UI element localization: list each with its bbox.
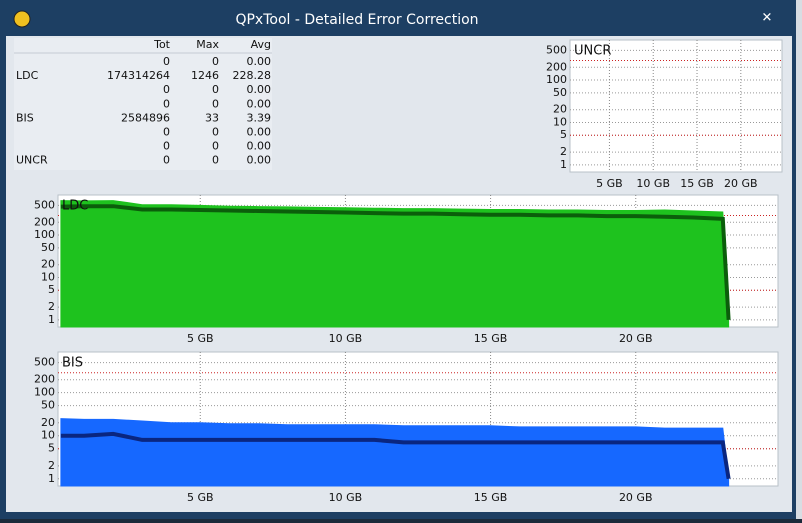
y-tick-label: 2 bbox=[48, 300, 55, 313]
table-bg bbox=[14, 38, 272, 170]
y-tick-label: 100 bbox=[34, 386, 55, 399]
row-label: UNCR bbox=[16, 154, 48, 167]
cell: 174314264 bbox=[107, 69, 170, 82]
y-tick-label: 50 bbox=[41, 241, 55, 254]
series-line bbox=[60, 431, 731, 480]
cell: 33 bbox=[205, 111, 219, 124]
y-tick-label: 1 bbox=[48, 313, 55, 326]
window-title: QPxTool - Detailed Error Correction bbox=[235, 12, 478, 28]
cell: 228.28 bbox=[233, 69, 272, 82]
x-tick-label: 20 GB bbox=[724, 177, 758, 190]
cell: 0 bbox=[212, 55, 219, 68]
y-tick-label: 20 bbox=[553, 103, 567, 116]
column-header: Avg bbox=[251, 38, 271, 51]
x-tick-label: 15 GB bbox=[474, 332, 508, 345]
y-tick-label: 10 bbox=[41, 429, 55, 442]
y-tick-label: 1 bbox=[48, 472, 55, 485]
cell: 0 bbox=[163, 83, 170, 96]
y-tick-label: 5 bbox=[48, 442, 55, 455]
y-tick-label: 100 bbox=[34, 228, 55, 241]
cell: 0 bbox=[212, 97, 219, 110]
y-tick-label: 1 bbox=[560, 158, 567, 171]
y-tick-label: 200 bbox=[546, 60, 567, 73]
cell: 0 bbox=[163, 126, 170, 139]
close-icon[interactable]: ✕ bbox=[762, 11, 773, 26]
cell: 0 bbox=[163, 154, 170, 167]
y-tick-label: 20 bbox=[41, 416, 55, 429]
chart-title: UNCR bbox=[574, 44, 611, 59]
x-tick-label: 10 GB bbox=[329, 491, 363, 504]
x-tick-label: 15 GB bbox=[680, 177, 714, 190]
y-tick-label: 500 bbox=[34, 198, 55, 211]
cell: 3.39 bbox=[247, 111, 272, 124]
y-tick-label: 500 bbox=[546, 43, 567, 56]
y-tick-label: 200 bbox=[34, 373, 55, 386]
app-icon bbox=[13, 10, 31, 28]
column-header: Max bbox=[196, 38, 219, 51]
cell: 0.00 bbox=[247, 55, 272, 68]
y-tick-label: 5 bbox=[48, 283, 55, 296]
x-tick-label: 15 GB bbox=[474, 491, 508, 504]
y-tick-label: 50 bbox=[41, 399, 55, 412]
chart-title: LDC bbox=[62, 199, 88, 214]
y-tick-label: 500 bbox=[34, 356, 55, 369]
cell: 0 bbox=[212, 83, 219, 96]
y-tick-label: 100 bbox=[546, 73, 567, 86]
series-area bbox=[60, 418, 730, 487]
x-tick-label: 20 GB bbox=[619, 491, 653, 504]
x-tick-label: 5 GB bbox=[596, 177, 623, 190]
y-tick-label: 5 bbox=[560, 128, 567, 141]
cell: 0.00 bbox=[247, 140, 272, 153]
cell: 2584896 bbox=[121, 111, 170, 124]
cell: 0 bbox=[163, 97, 170, 110]
y-tick-label: 2 bbox=[560, 145, 567, 158]
cell: 0.00 bbox=[247, 154, 272, 167]
y-tick-label: 10 bbox=[41, 270, 55, 283]
y-tick-label: 20 bbox=[41, 258, 55, 271]
x-tick-label: 20 GB bbox=[619, 332, 653, 345]
y-tick-label: 200 bbox=[34, 215, 55, 228]
cell: 0 bbox=[163, 55, 170, 68]
x-tick-label: 5 GB bbox=[187, 491, 214, 504]
cell: 0 bbox=[212, 126, 219, 139]
cell: 0.00 bbox=[247, 83, 272, 96]
close-button[interactable] bbox=[744, 6, 790, 28]
y-tick-label: 2 bbox=[48, 459, 55, 472]
cell: 0 bbox=[212, 140, 219, 153]
column-header: Tot bbox=[153, 38, 171, 51]
x-tick-label: 10 GB bbox=[636, 177, 670, 190]
cell: 0.00 bbox=[247, 97, 272, 110]
cell: 0 bbox=[163, 140, 170, 153]
series-area bbox=[60, 200, 730, 328]
row-label: BIS bbox=[16, 111, 34, 124]
x-tick-label: 5 GB bbox=[187, 332, 214, 345]
row-label: LDC bbox=[16, 69, 39, 82]
plot-area bbox=[569, 39, 783, 173]
y-tick-label: 50 bbox=[553, 86, 567, 99]
cell: 1246 bbox=[191, 69, 219, 82]
cell: 0 bbox=[212, 154, 219, 167]
x-tick-label: 10 GB bbox=[329, 332, 363, 345]
y-tick-label: 10 bbox=[553, 115, 567, 128]
series-line bbox=[60, 204, 731, 321]
chart-title: BIS bbox=[62, 356, 83, 371]
cell: 0.00 bbox=[247, 126, 272, 139]
background-window bbox=[796, 0, 802, 519]
